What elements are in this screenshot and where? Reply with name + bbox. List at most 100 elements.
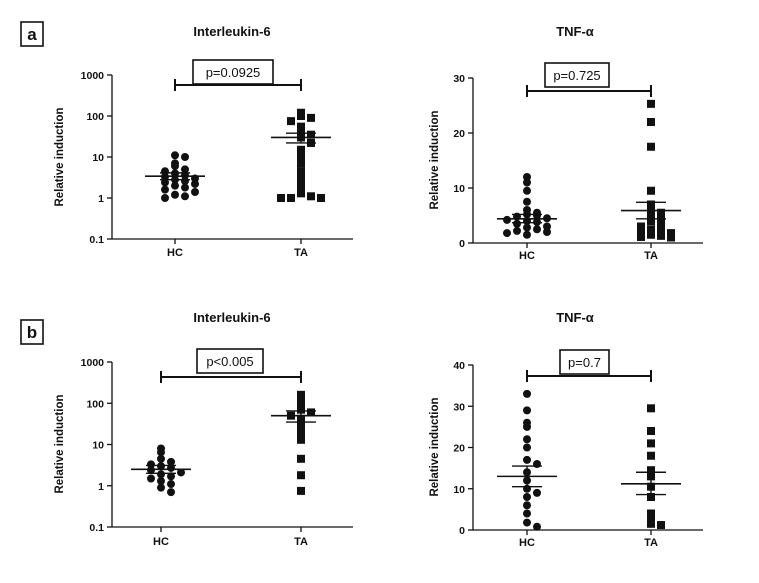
data-point-hc [523, 186, 531, 195]
data-point-hc [523, 443, 531, 452]
data-point-ta [647, 186, 655, 195]
data-point-hc [523, 389, 531, 398]
chart-b-tnf-alpha: TNF-α Relative induction 0 10 20 30 40 HC TA p=0.… [429, 310, 703, 549]
panel-label-a: a [20, 21, 44, 47]
data-point-hc [161, 178, 169, 187]
x-tick-label-hc: HC [153, 536, 169, 548]
data-point-ta [647, 404, 655, 413]
data-point-ta [297, 145, 305, 154]
y-tick-label: 0.1 [89, 522, 104, 534]
data-point-ta [307, 113, 315, 122]
data-point-ta [647, 451, 655, 460]
data-point-hc [171, 162, 179, 171]
chart-a-interleukin-6: Interleukin-6 Relative induction 0.1 1 10 100… [54, 24, 353, 259]
data-point-hc [157, 483, 165, 492]
data-point-ta [657, 219, 665, 228]
data-point-ta [657, 521, 665, 530]
data-point-hc [523, 197, 531, 206]
data-point-hc [533, 460, 541, 468]
chart-b-interleukin-6: Interleukin-6 Relative induction 0.1 1 10 100… [54, 310, 353, 548]
data-point-ta [667, 233, 675, 242]
y-tick-label: 10 [453, 183, 465, 195]
y-axis-label: Relative induction [54, 394, 66, 493]
data-point-hc [503, 229, 511, 238]
data-point-ta [667, 229, 675, 238]
panel-letter-b: b [27, 323, 37, 342]
y-tick-label: 10 [92, 440, 104, 452]
panel-label-b: b [20, 319, 44, 345]
data-point-hc [543, 222, 551, 231]
x-tick-label-ta: TA [294, 536, 308, 548]
data-point-hc [167, 457, 175, 466]
p-value-label: p<0.005 [206, 354, 253, 369]
p-value-label: p=0.0925 [206, 65, 261, 80]
p-value-box [559, 349, 610, 375]
data-point-ta [647, 225, 655, 234]
chart-title: TNF-α [556, 310, 594, 325]
y-tick-label: 10 [453, 484, 465, 496]
data-point-ta [297, 183, 305, 192]
data-point-ta [647, 493, 655, 501]
y-tick-label: 100 [86, 111, 104, 123]
data-point-hc [167, 488, 175, 497]
y-tick-label: 20 [453, 128, 465, 140]
data-point-ta [297, 400, 305, 409]
data-point-hc [171, 181, 179, 190]
data-point-ta [297, 454, 305, 463]
data-point-hc [147, 460, 155, 469]
data-point-ta [647, 519, 655, 528]
p-value-box [192, 59, 274, 85]
data-point-ta [647, 439, 655, 448]
data-point-hc [523, 493, 531, 501]
data-point-hc [161, 185, 169, 194]
y-tick-label: 1000 [81, 357, 105, 369]
data-point-hc [523, 406, 531, 415]
data-point-hc [523, 518, 531, 527]
data-point-hc [533, 225, 541, 234]
data-point-ta [297, 486, 305, 495]
data-point-hc [191, 179, 199, 188]
data-point-ta [297, 428, 305, 437]
chart-title: Interleukin-6 [193, 310, 270, 325]
p-value-box [544, 62, 610, 88]
data-point-hc [533, 211, 541, 220]
data-point-hc [523, 435, 531, 444]
data-point-ta [647, 513, 655, 522]
data-point-ta [287, 117, 295, 126]
data-point-hc [513, 226, 521, 235]
data-point-ta [647, 509, 655, 518]
data-point-ta [657, 226, 665, 235]
data-point-hc [533, 522, 541, 531]
y-axis-label: Relative induction [429, 397, 441, 496]
y-tick-label: 40 [453, 360, 465, 372]
y-tick-label: 30 [453, 401, 465, 413]
data-point-hc [513, 219, 521, 228]
data-point-ta [297, 420, 305, 429]
data-point-ta [647, 230, 655, 239]
data-point-hc [503, 215, 511, 224]
y-axis-label: Relative induction [429, 110, 441, 209]
data-point-ta [297, 167, 305, 176]
data-point-ta [297, 112, 305, 120]
data-point-ta [637, 232, 645, 241]
data-point-ta [647, 99, 655, 108]
data-point-hc [523, 223, 531, 232]
data-point-ta [297, 153, 305, 161]
y-tick-label: 1000 [81, 70, 105, 82]
data-point-ta [307, 192, 315, 201]
data-point-ta [307, 408, 315, 417]
y-tick-label: 20 [453, 443, 465, 455]
data-point-hc [181, 192, 189, 201]
p-value-box [196, 348, 264, 374]
data-point-hc [523, 455, 531, 464]
data-point-ta [297, 435, 305, 444]
x-tick-label-ta: TA [644, 250, 658, 262]
y-tick-label: 10 [92, 152, 104, 164]
chart-title: Interleukin-6 [193, 24, 270, 39]
chart-title: TNF-α [556, 24, 594, 39]
data-point-ta [297, 126, 305, 135]
data-point-ta [657, 231, 665, 240]
data-point-hc [177, 468, 185, 477]
data-point-ta [277, 194, 285, 202]
